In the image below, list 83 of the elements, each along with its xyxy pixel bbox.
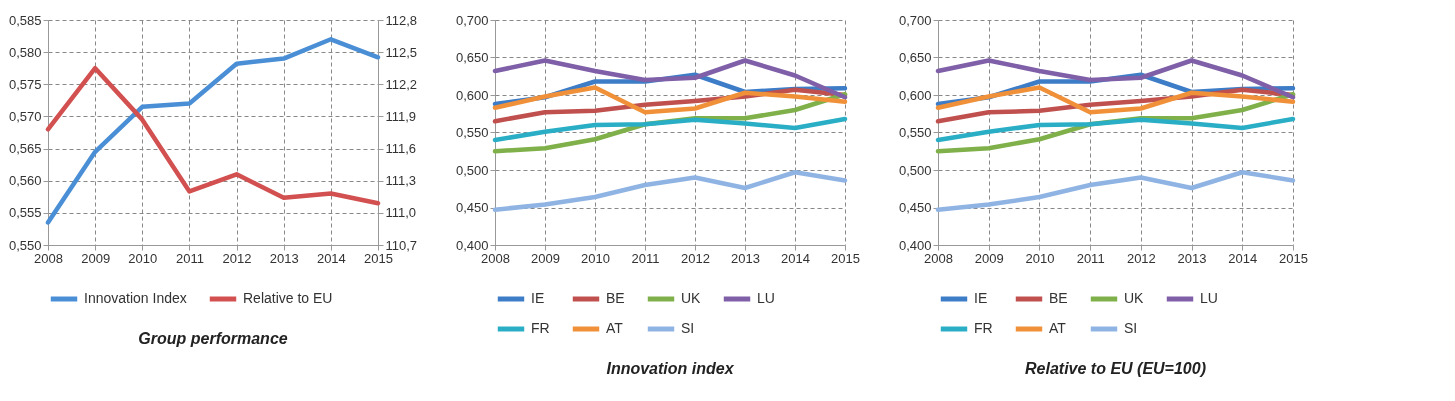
y2-tick-label: 111,3: [385, 173, 417, 189]
legend-label: IE: [974, 290, 988, 306]
x-tick-label: 2012: [1126, 250, 1156, 266]
line-series: [935, 116, 1296, 143]
y-tick-label: 0,450: [898, 200, 932, 215]
y-tick-label: 0,575: [8, 76, 42, 92]
y-tick-label: 0,700: [455, 12, 489, 28]
legend-label: LU: [1200, 290, 1218, 306]
y-tick-label: 0,550: [8, 237, 42, 253]
text: Group performance: [138, 330, 288, 347]
x-tick-label: 2008: [34, 250, 63, 266]
legend-label: BE: [1049, 290, 1068, 306]
x-tick-label: 2013: [1177, 250, 1207, 266]
y-tick-label: 0,500: [455, 162, 489, 178]
legend-label: FR: [974, 320, 993, 336]
x-tick-label: 2011: [175, 250, 204, 266]
y2-tick-label: 111,0: [385, 205, 417, 221]
y-tick-label: 0,580: [8, 44, 42, 60]
x-tick-label: 2011: [1076, 250, 1105, 266]
text: Innovation index: [606, 360, 735, 377]
y2-tick-label: 112,8: [385, 12, 418, 28]
legend-label: IE: [531, 290, 545, 306]
x-tick-label: 2015: [1279, 250, 1308, 266]
legend-label: SI: [681, 320, 695, 336]
x-tick-label: 2009: [974, 250, 1004, 266]
legend-label: UK: [681, 290, 702, 306]
y-tick-label: 0,600: [455, 87, 489, 103]
y-tick-label: 0,400: [898, 237, 932, 253]
y-tick-label: 0,550: [898, 125, 932, 140]
x-tick-label: 2008: [481, 250, 510, 266]
y-tick-label: 0,450: [455, 200, 489, 215]
line-series: [935, 170, 1296, 212]
text: Relative to EU (EU=100): [1025, 360, 1206, 377]
y2-tick-label: 111,6: [385, 141, 417, 157]
x-tick-label: 2011: [631, 250, 660, 266]
y2-tick-label: 110,7: [385, 237, 418, 253]
line-series: [45, 37, 381, 225]
line-series: [492, 58, 848, 100]
x-tick-label: 2015: [831, 250, 860, 266]
x-tick-label: 2013: [269, 250, 299, 266]
line-series: [935, 58, 1296, 100]
legend-label: Relative to EU: [243, 290, 333, 306]
legend-label: AT: [1049, 320, 1067, 336]
x-tick-label: 2014: [1228, 250, 1258, 266]
legend-label: SI: [1124, 320, 1138, 336]
y2-tick-label: 111,9: [385, 108, 417, 124]
y-tick-label: 0,500: [898, 162, 932, 178]
y-tick-label: 0,650: [898, 50, 932, 65]
y-tick-label: 0,570: [8, 108, 42, 124]
x-tick-label: 2008: [924, 250, 953, 266]
y-tick-label: 0,555: [8, 205, 42, 221]
x-tick-label: 2009: [531, 250, 560, 266]
x-tick-label: 2015: [364, 250, 393, 266]
y-tick-label: 0,400: [455, 237, 489, 253]
y2-tick-label: 112,2: [385, 76, 418, 92]
line-series: [492, 116, 848, 143]
y-tick-label: 0,700: [898, 12, 932, 28]
x-tick-label: 2014: [781, 250, 810, 266]
legend-label: Innovation Index: [84, 290, 187, 306]
y-tick-label: 0,600: [898, 87, 932, 103]
y-tick-label: 0,585: [8, 12, 42, 28]
line-series: [492, 170, 848, 212]
legend-label: UK: [1124, 290, 1145, 306]
x-tick-label: 2014: [316, 250, 346, 266]
x-tick-label: 2012: [681, 250, 710, 266]
y-tick-label: 0,560: [8, 173, 42, 189]
x-tick-label: 2012: [222, 250, 252, 266]
legend-label: BE: [606, 290, 625, 306]
line-series: [935, 85, 1296, 115]
x-tick-label: 2010: [128, 250, 158, 266]
legend-label: FR: [531, 320, 550, 336]
y-tick-label: 0,550: [455, 125, 489, 140]
x-tick-label: 2010: [581, 250, 610, 266]
line-series: [45, 65, 381, 206]
legend-label: AT: [606, 320, 624, 336]
x-tick-label: 2010: [1025, 250, 1055, 266]
x-tick-label: 2009: [81, 250, 111, 266]
x-tick-label: 2013: [731, 250, 760, 266]
y-tick-label: 0,565: [8, 141, 42, 157]
y-tick-label: 0,650: [455, 50, 489, 65]
y2-tick-label: 112,5: [385, 44, 418, 60]
line-series: [492, 85, 848, 115]
legend-label: LU: [757, 290, 775, 306]
